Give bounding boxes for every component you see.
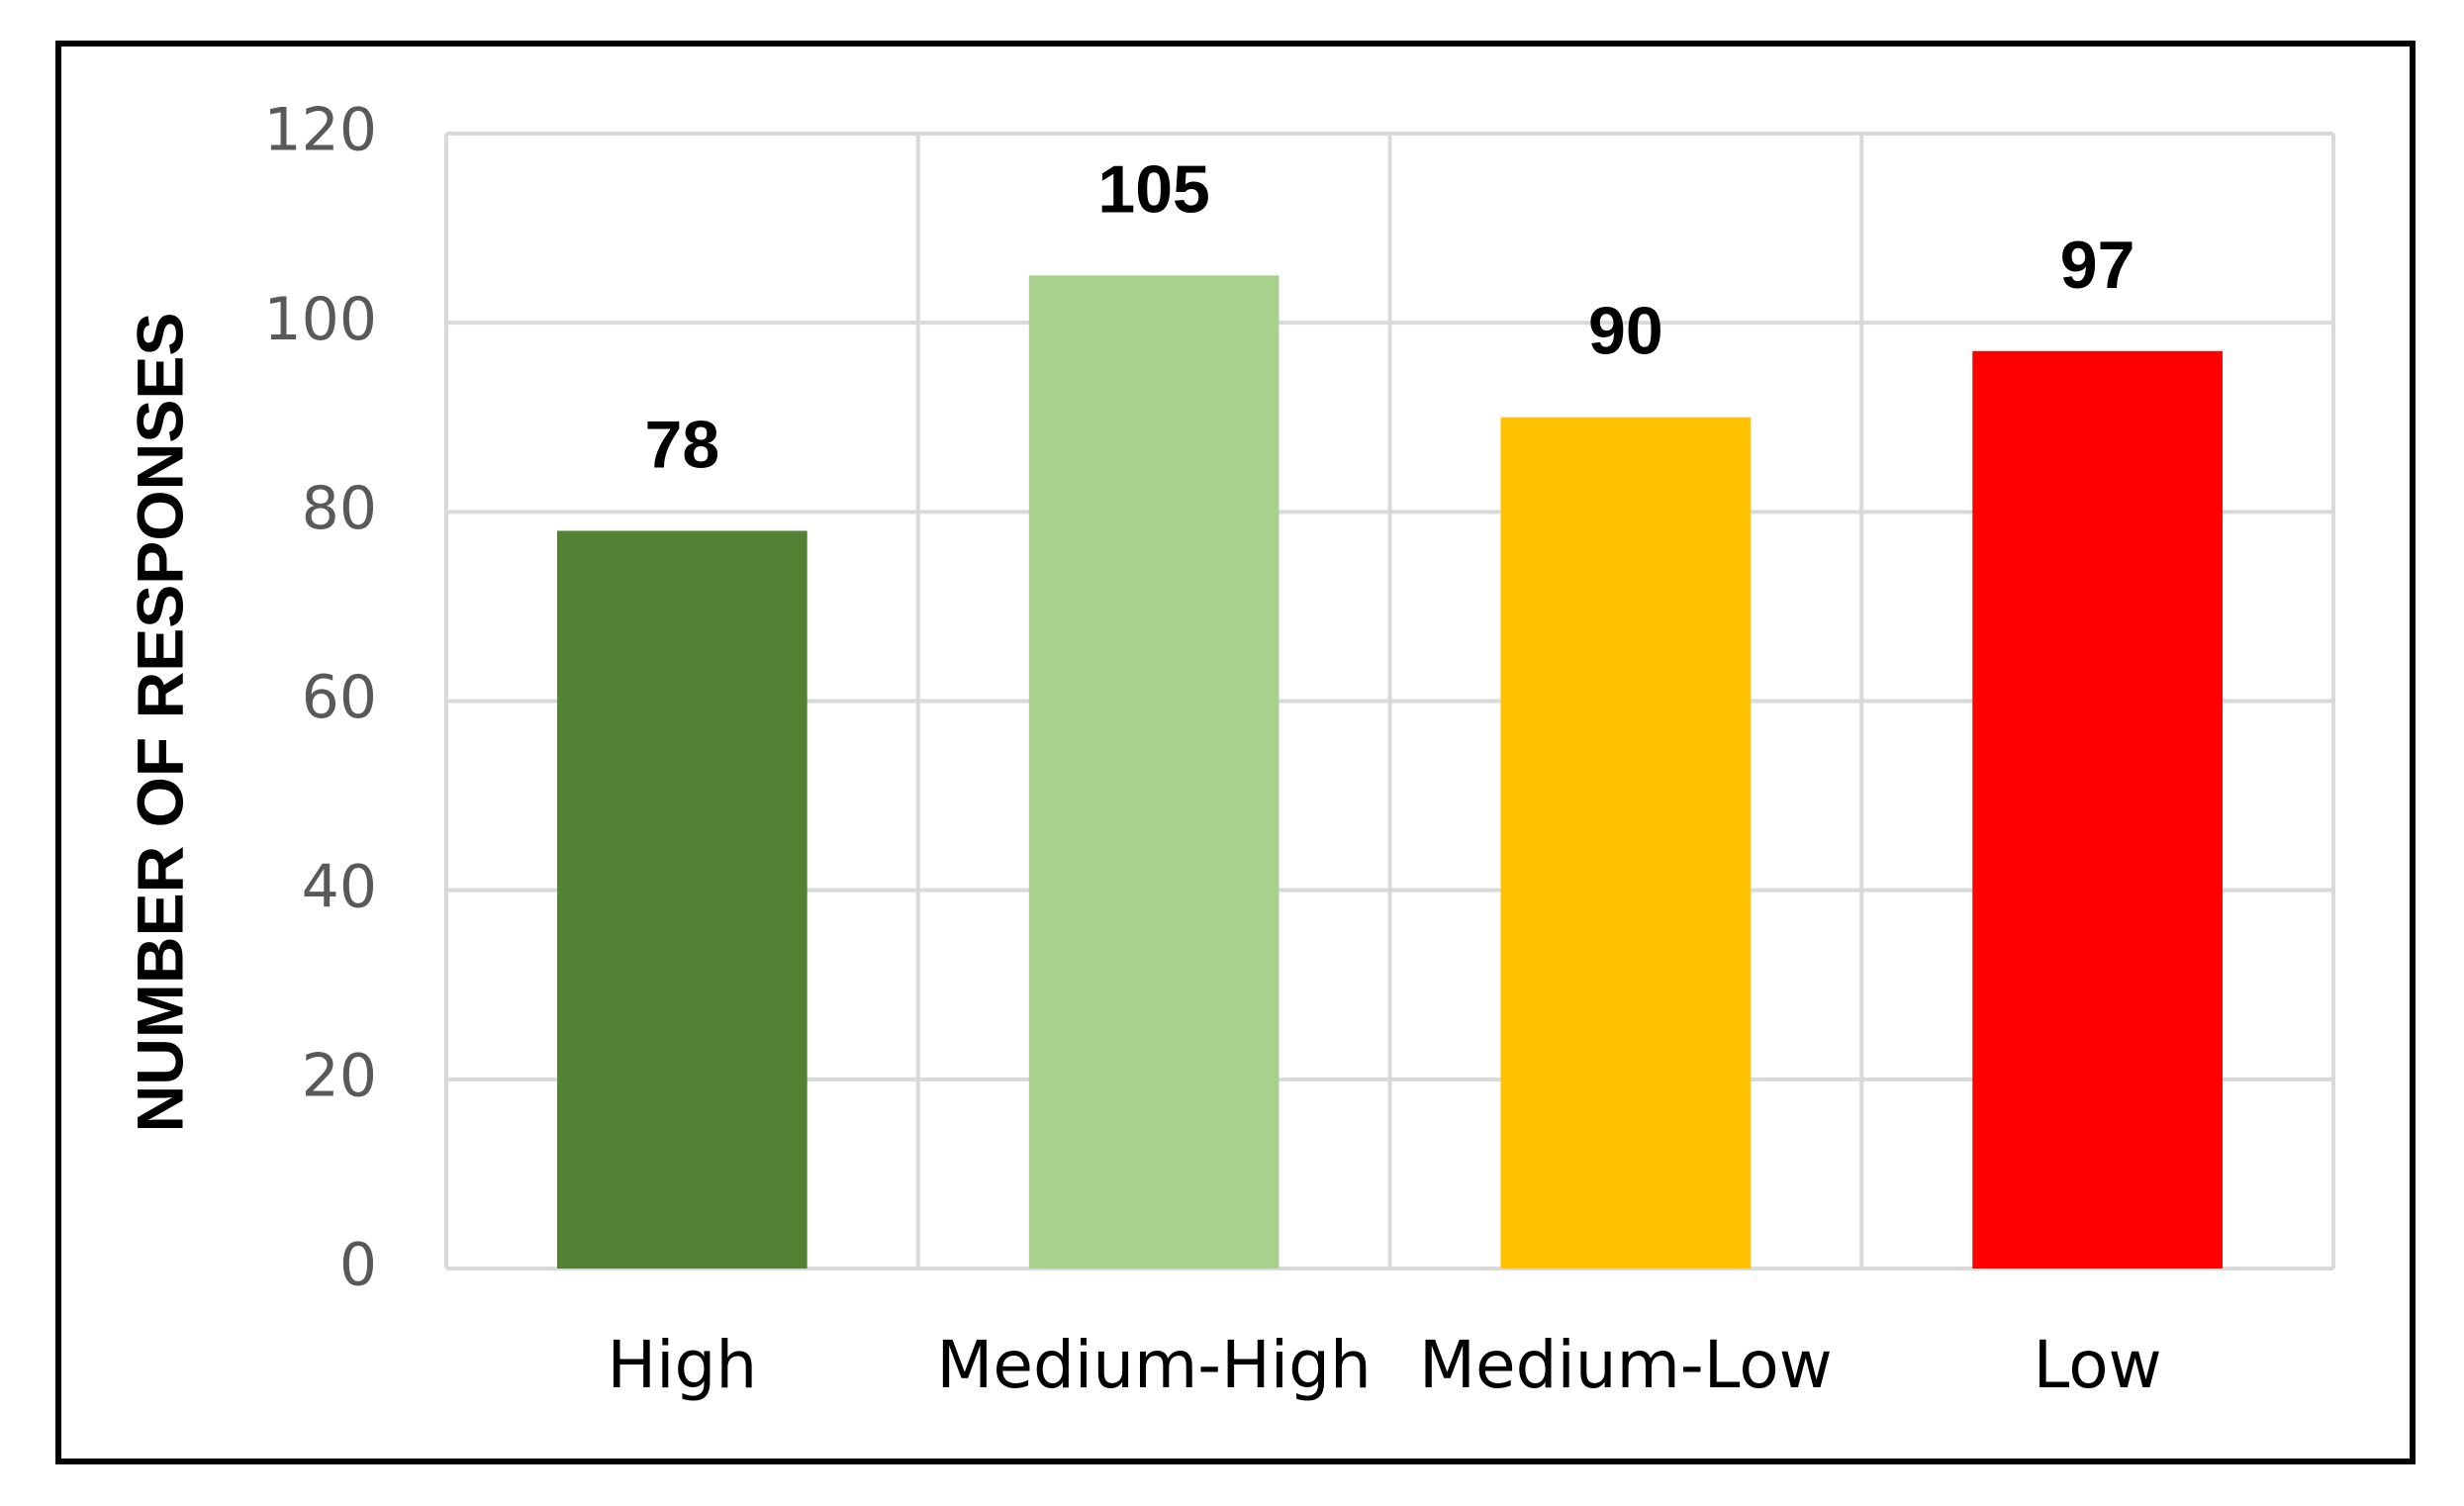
data-label: 78 xyxy=(645,407,720,482)
y-tick-label: 80 xyxy=(302,474,377,543)
x-tick-label: High xyxy=(608,1327,758,1403)
x-tick-label: Medium-Low xyxy=(1419,1327,1833,1403)
y-tick-label: 120 xyxy=(263,96,377,165)
y-axis-title: NUMBER OF RESPONSES xyxy=(123,313,196,1133)
x-tick-label: Medium-High xyxy=(936,1327,1371,1403)
y-tick-label: 100 xyxy=(263,285,377,354)
y-tick-label: 0 xyxy=(339,1231,377,1300)
y-tick-label: 60 xyxy=(302,663,377,732)
data-label: 90 xyxy=(1588,294,1663,369)
y-tick-label: 40 xyxy=(302,852,377,921)
x-tick-label: Low xyxy=(2034,1327,2162,1403)
bar xyxy=(1028,275,1279,1269)
bar xyxy=(1972,350,2223,1269)
bar xyxy=(557,530,807,1269)
data-label: 97 xyxy=(2060,228,2135,303)
y-tick-label: 20 xyxy=(302,1041,377,1110)
data-label: 105 xyxy=(1097,151,1209,227)
bar xyxy=(1500,417,1752,1269)
